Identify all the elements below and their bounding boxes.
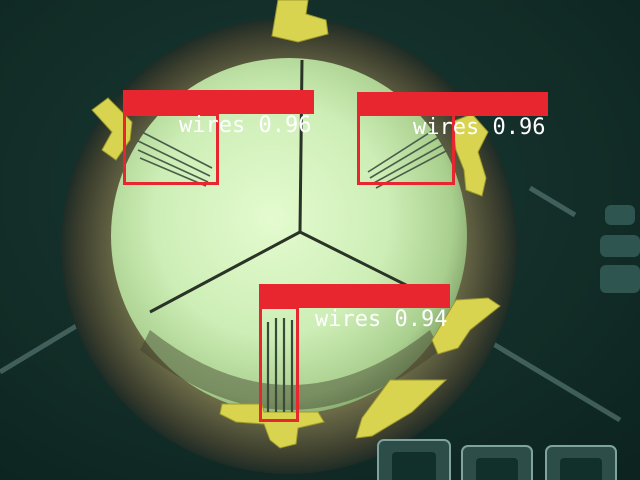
- lens-glow: [111, 58, 467, 414]
- detection-score: 0.96: [258, 113, 312, 138]
- gold-pads: [91, 0, 501, 449]
- wire-group-left: [135, 129, 213, 187]
- detection-label: wires 0.94: [259, 284, 451, 332]
- y-divider: [149, 59, 417, 314]
- wire-group-right: [367, 125, 449, 189]
- detection-class: wires: [412, 115, 480, 140]
- detection-label: wires 0.96: [357, 92, 549, 140]
- detection-score: 0.96: [492, 115, 546, 140]
- detection-class: wires: [314, 307, 382, 332]
- detection-label: wires 0.96: [123, 90, 315, 138]
- board-traces: [0, 185, 622, 423]
- board-markings: [600, 205, 640, 293]
- detection-box: [123, 113, 219, 185]
- detection-score: 0.94: [394, 307, 448, 332]
- detection-class: wires: [178, 113, 246, 138]
- wire-group-bottom: [266, 318, 294, 412]
